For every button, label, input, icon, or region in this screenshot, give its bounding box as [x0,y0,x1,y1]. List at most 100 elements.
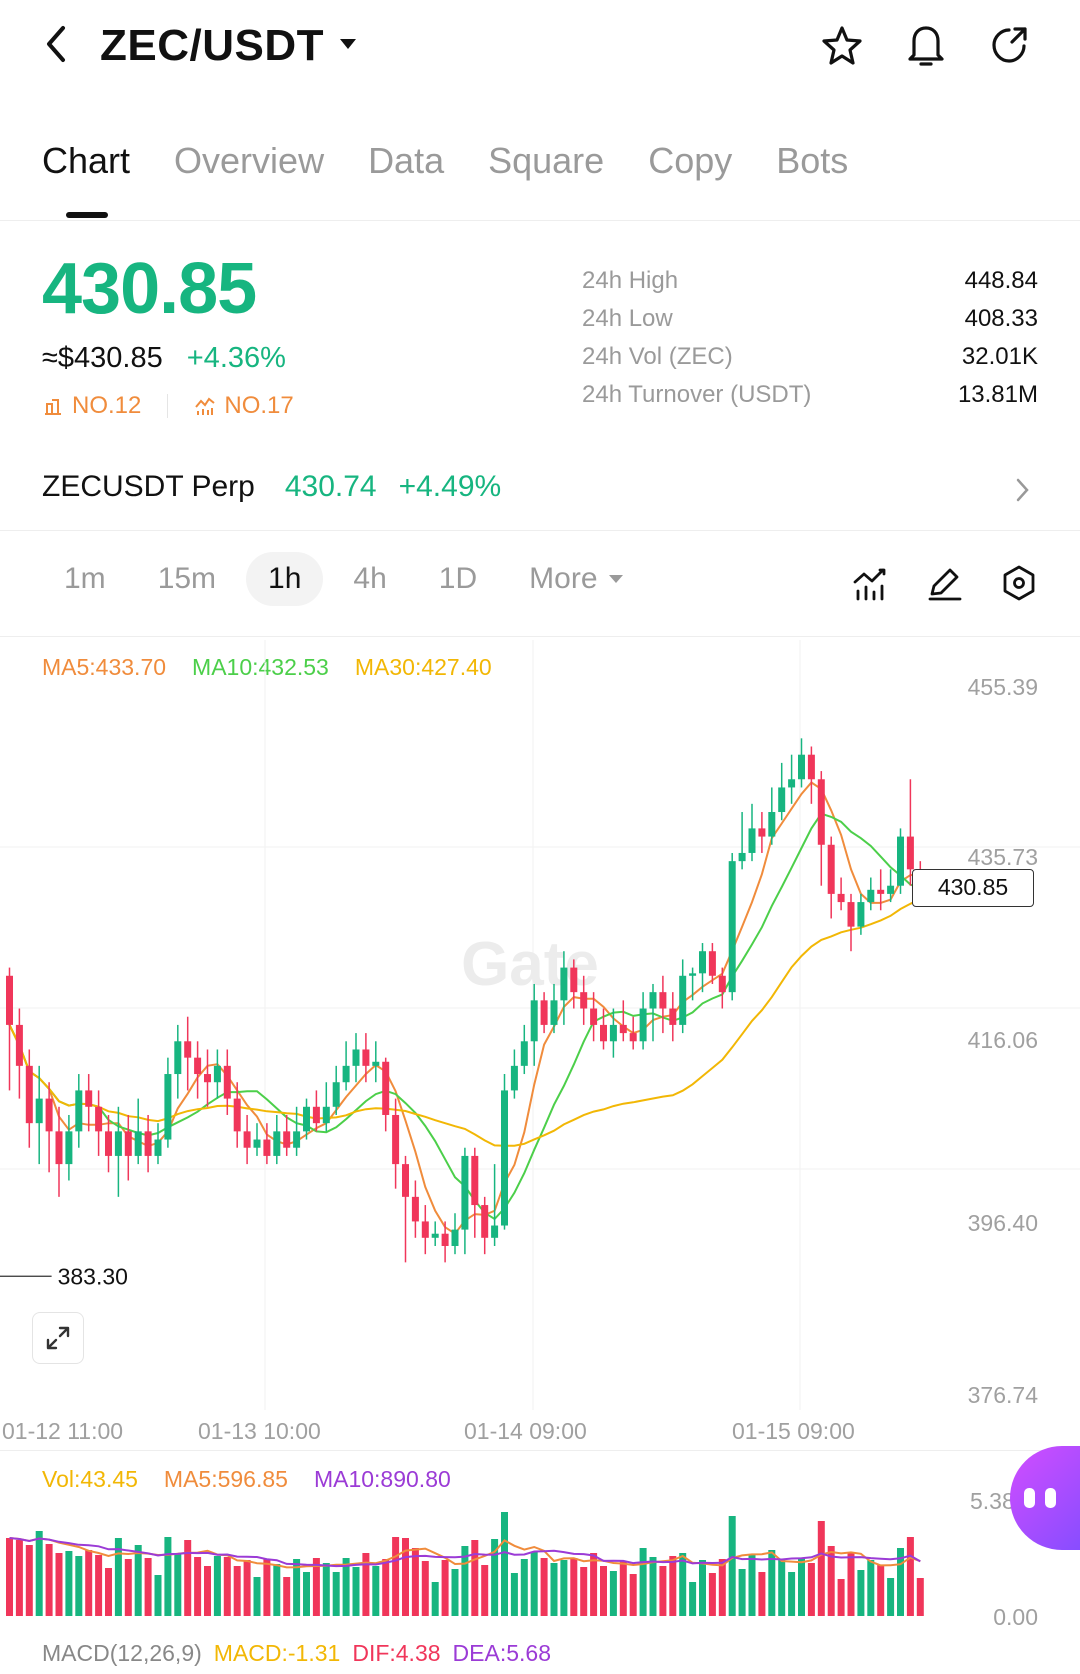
candle-body [184,1041,192,1058]
volume-bar [144,1558,152,1616]
bot-eye-icon [1024,1488,1035,1508]
volume-bar [273,1564,281,1616]
volume-bar [174,1554,182,1616]
star-icon[interactable] [818,22,866,70]
candle-body [817,779,825,845]
candle-body [253,1139,261,1148]
volume-bar [600,1566,607,1616]
x-tick-2: 01-13 10:00 [198,1418,321,1444]
y-tick-5: 376.74 [967,1382,1038,1408]
tab-bots[interactable]: Bots [776,140,849,181]
candle-body [85,1090,93,1107]
perp-row[interactable]: ZECUSDT Perp 430.74 +4.49% [42,470,501,504]
volume-bar [312,1558,320,1616]
candle-body [233,1098,241,1132]
candle-body [887,885,895,894]
candle-body [570,967,578,993]
volume-bar [877,1565,885,1616]
interval-1d[interactable]: 1D [438,562,478,595]
tab-chart[interactable]: Chart [42,140,131,181]
volume-bar [253,1577,261,1616]
candle-body [718,975,726,993]
candle-body [124,1131,132,1156]
volume-ma10-line [9,1537,921,1568]
interval-4h[interactable]: 4h [353,562,387,595]
candle-body [778,787,786,813]
volume-bar [204,1566,211,1616]
volume-bar [590,1553,598,1616]
dif-value: DIF:4.38 [352,1640,441,1666]
volume-bar [708,1573,716,1616]
tab-copy[interactable]: Copy [648,140,733,181]
candle-body [501,1090,508,1226]
candle-body [639,1008,647,1042]
candle-body [877,889,885,894]
volume-bar [619,1561,627,1616]
volume-chart[interactable] [0,1490,1080,1620]
candle-body [174,1041,182,1075]
volume-bar [540,1558,548,1616]
main-tabs: Chart Overview Data Square Copy Bots [42,140,848,182]
volume-bar [55,1553,63,1616]
interval-more[interactable]: More [507,552,645,606]
indicator-icon[interactable] [852,566,888,607]
volume-bar [837,1579,845,1616]
chevron-right-icon[interactable] [1014,476,1032,509]
interval-1h[interactable]: 1h [246,552,324,606]
back-arrow-icon[interactable] [34,22,78,66]
price-subrow: ≈$430.85 +4.36% [42,342,286,375]
candlestick-chart[interactable]: Gate 448.84383.30 [0,640,1080,1410]
volume-bar [491,1539,499,1616]
candle-body [491,1225,499,1238]
trend-icon [195,397,215,415]
expand-chart-button[interactable] [32,1312,84,1364]
candle-body [25,1065,33,1124]
interval-1m[interactable]: 1m [64,562,106,595]
interval-15m[interactable]: 15m [157,562,217,595]
candle-body [669,1008,677,1025]
candle-body [708,951,716,976]
volume-bar [243,1560,251,1616]
current-price-tag: 430.85 [912,868,1034,907]
volume-bar [15,1540,23,1616]
volume-bar [669,1556,677,1616]
stat-row-turnover: 24h Turnover (USDT) 13.81M [582,381,1038,408]
tab-square[interactable]: Square [488,140,605,181]
volume-bar [550,1563,558,1616]
volume-bar [461,1546,469,1616]
bot-eye-icon [1045,1488,1056,1508]
volume-bar [887,1578,895,1616]
tab-overview[interactable]: Overview [174,140,325,181]
candle-body [392,1114,400,1165]
volume-bar [45,1544,53,1616]
pair-selector[interactable]: ZEC/USDT [100,18,358,74]
share-icon[interactable] [984,20,1034,70]
candle-body [827,844,835,894]
settings-hex-icon[interactable] [1000,564,1038,607]
volume-bar [639,1548,647,1616]
rank-badge-1[interactable]: NO.12 [42,392,141,420]
pencil-icon[interactable] [926,564,964,607]
volume-bar [283,1577,291,1616]
volume-bar [778,1559,786,1616]
candle-body [510,1065,518,1091]
volume-bar [382,1559,390,1616]
candle-body [223,1065,231,1099]
candle-body [204,1074,211,1083]
candle-body [6,975,13,1025]
volume-bar [609,1571,617,1616]
volume-bar [689,1582,697,1616]
vol-tick-bottom: 0.00 [993,1604,1038,1630]
macd-value: MACD:-1.31 [213,1640,341,1666]
y-tick-3: 416.06 [967,1027,1038,1053]
rank-badge-2[interactable]: NO.17 [194,392,294,420]
candle-body [263,1139,271,1156]
volume-bar [451,1569,459,1616]
volume-bar [699,1560,706,1616]
volume-bar [817,1521,825,1616]
bell-icon[interactable] [902,20,950,70]
tab-data[interactable]: Data [368,140,445,181]
ma30-value: MA30:427.40 [354,654,492,680]
volume-bar [392,1537,400,1616]
candle-body [332,1082,340,1107]
